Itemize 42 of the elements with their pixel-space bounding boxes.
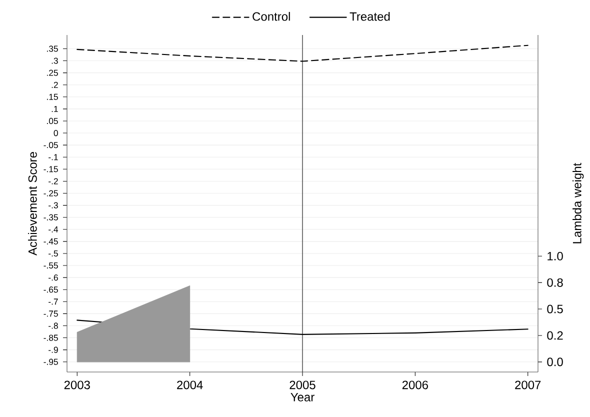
y-tick-label: -.55 [44,262,58,269]
x-tick-label: 2007 [515,380,541,390]
y-tick-label: -.3 [48,202,58,208]
y-tick-label: .2 [52,82,58,88]
x-axis-title: Year [290,393,314,402]
y-tick-label: -.05 [44,142,58,148]
y-tick-label: -.95 [44,358,58,365]
legend-label: Control [252,12,290,21]
y-tick-label: -.4 [48,226,58,232]
y-tick-label: -.45 [44,238,58,244]
y-tick-label: -.2 [48,178,58,184]
x-tick-label: 2005 [290,380,316,390]
y-axis-title: Achievement Score [28,152,37,256]
x-tick-label: 2006 [402,380,428,390]
x-tick-label: 2004 [177,380,203,390]
y-tick-label: -.9 [48,346,58,353]
y-tick-label: -.6 [48,274,58,281]
y-tick-label: .05 [47,118,58,124]
y-tick-label: -.8 [48,322,58,329]
y-tick-label: -.1 [48,154,58,160]
x-tick-label: 2003 [64,380,90,390]
y-tick-label: 0 [54,130,58,136]
y-tick-label: .1 [52,106,58,112]
y-tick-label: .15 [47,94,58,100]
y2-tick-label: 0.2 [547,331,563,340]
y-tick-label: -.25 [44,190,58,196]
y-tick-label: .35 [47,46,58,52]
y2-axis-title: Lambda weight [572,162,584,244]
y-tick-label: -.65 [44,286,58,293]
y2-tick-label: 0.8 [547,278,563,287]
y-tick-label: .3 [52,58,58,64]
y2-tick-label: 0.0 [547,358,563,366]
y-tick-label: -.75 [44,310,58,317]
y2-tick-label: 1.0 [548,252,563,260]
y-tick-label: -.85 [44,334,58,341]
y-tick-label: .25 [47,70,58,76]
y-tick-label: -.15 [44,166,58,172]
y2-tick-label: 0.5 [547,304,563,314]
legend-label: Treated [350,12,390,21]
y-tick-label: -.7 [48,298,58,305]
y-tick-label: -.5 [48,250,58,256]
y-tick-label: -.35 [44,214,58,220]
